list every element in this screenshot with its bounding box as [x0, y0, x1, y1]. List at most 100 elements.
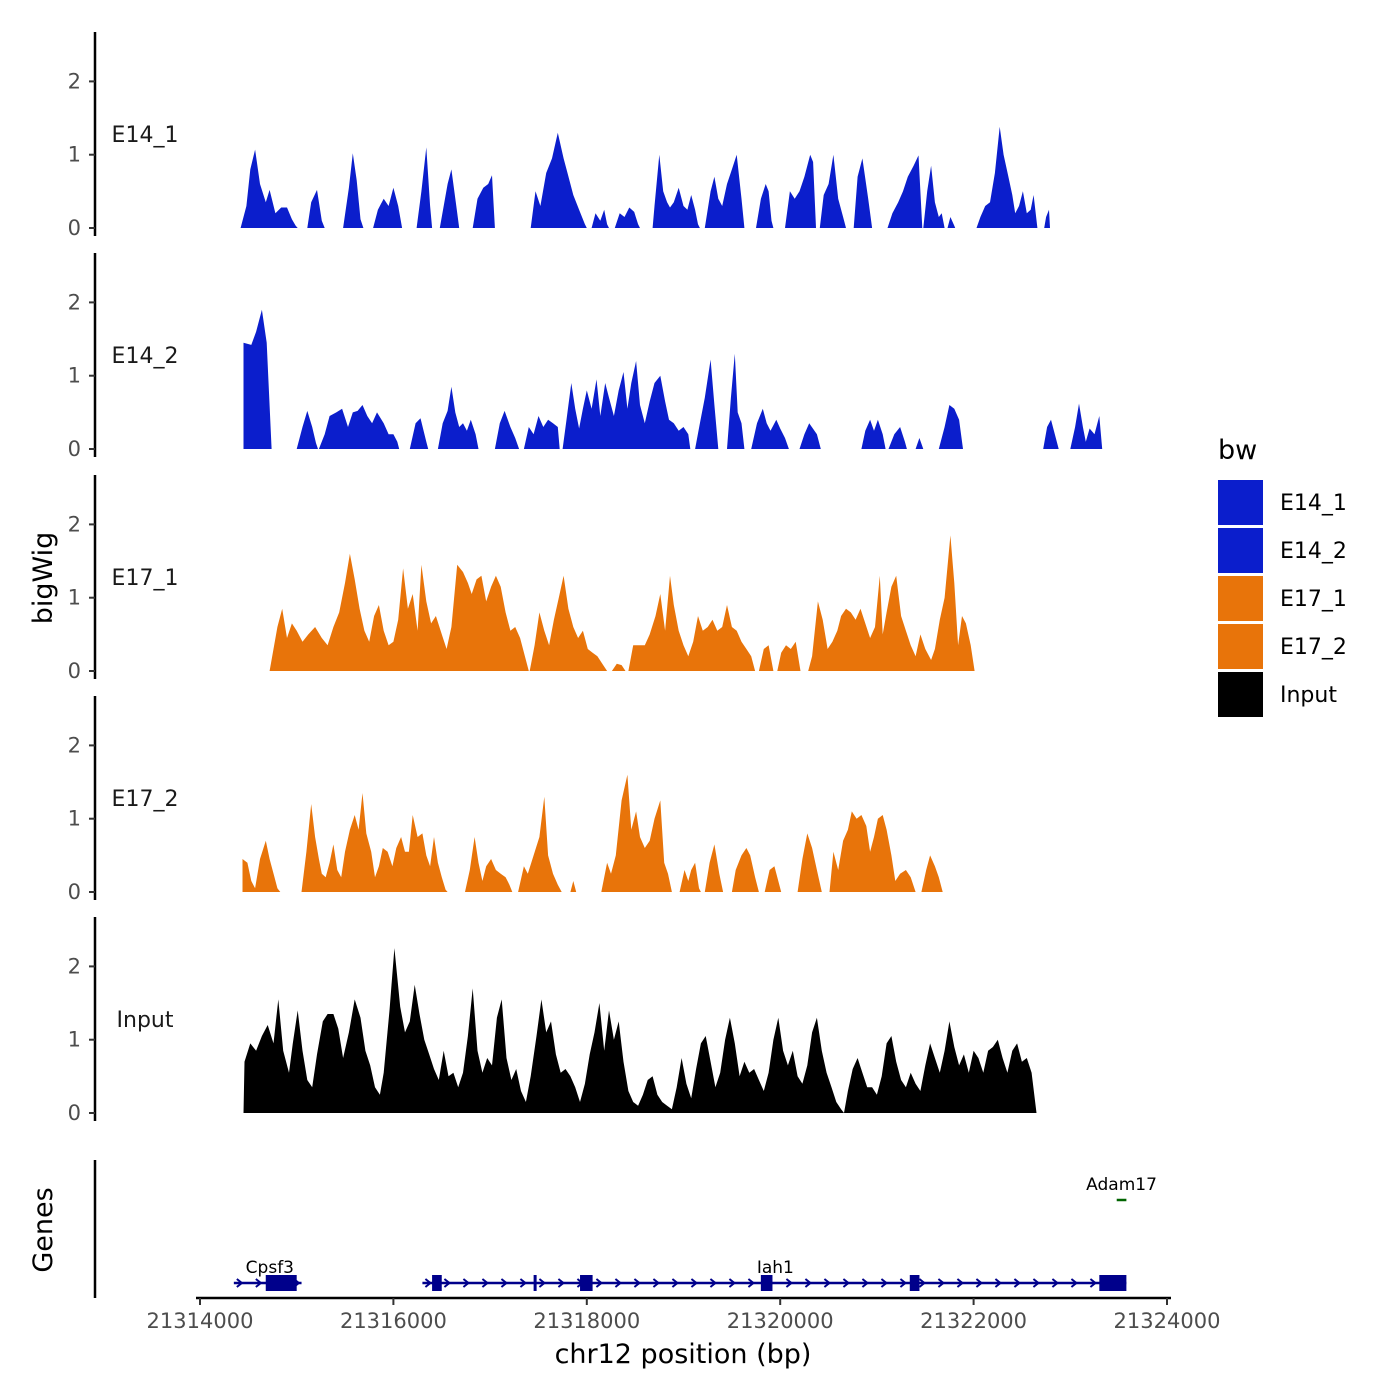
track-label: E17_1 [112, 566, 179, 591]
strand-chevron [462, 1278, 471, 1288]
y-tick-label: 0 [68, 880, 81, 904]
y-tick-label: 2 [68, 512, 81, 536]
track-e14-2: 0 1 2 E14_2 [68, 253, 1103, 461]
y-tick-label: 1 [68, 364, 81, 388]
y-axis-title: bigWig [28, 532, 59, 625]
legend: bw E14_1 E14_2 E17_1 E17_2 Input [1218, 435, 1347, 717]
strand-chevron [1051, 1278, 1060, 1288]
strand-chevron [861, 1278, 870, 1288]
legend-swatch [1218, 624, 1263, 669]
genes-axis-title: Genes [28, 1187, 59, 1272]
y-tick-label: 1 [68, 1028, 81, 1052]
strand-chevron [956, 1278, 965, 1288]
strand-chevron [899, 1278, 908, 1288]
legend-label: E14_2 [1280, 539, 1347, 564]
x-axis-title: chr12 position (bp) [555, 1339, 812, 1370]
coverage-area [243, 948, 1037, 1113]
legend-label: E17_1 [1280, 587, 1347, 612]
legend-swatch [1218, 528, 1263, 573]
x-tick-label: 21324000 [1114, 1309, 1221, 1333]
gene-label: Adam17 [1086, 1175, 1157, 1195]
strand-chevron [728, 1278, 737, 1288]
legend-entry: Input [1218, 672, 1337, 717]
y-tick-label: 2 [68, 290, 81, 314]
strand-chevron [519, 1278, 528, 1288]
legend-swatch [1218, 672, 1263, 717]
coverage-area [269, 535, 975, 671]
y-tick-label: 2 [68, 69, 81, 93]
track-label: E17_2 [112, 787, 179, 812]
x-tick-label: 21322000 [920, 1309, 1027, 1333]
strand-chevron [1089, 1278, 1098, 1288]
y-tick-label: 2 [68, 733, 81, 757]
legend-label: E14_1 [1280, 491, 1347, 516]
legend-title: bw [1218, 435, 1257, 466]
y-tick-label: 1 [68, 143, 81, 167]
strand-chevron [538, 1278, 547, 1288]
gene-label: Iah1 [757, 1258, 794, 1278]
y-tick-label: 0 [68, 659, 81, 683]
strand-chevron [747, 1278, 756, 1288]
strand-chevron [1013, 1278, 1022, 1288]
track-panels: 0 1 2 E14_1 0 1 2 E14_2 0 1 2 E17_1 0 1 2 E17_2 0 1 2 Input [68, 32, 1123, 1125]
legend-entry: E14_2 [1218, 528, 1347, 573]
strand-chevron [236, 1278, 244, 1288]
track-label: E14_2 [112, 344, 179, 369]
x-tick-label: 21316000 [340, 1309, 447, 1333]
track-e14-1: 0 1 2 E14_1 [68, 32, 1123, 240]
legend-label: Input [1280, 683, 1337, 708]
strand-chevron [614, 1278, 623, 1288]
legend-swatch [1218, 576, 1263, 621]
y-tick-label: 0 [68, 1101, 81, 1125]
gene-iah1: Iah1 [422, 1258, 1127, 1291]
exon [1099, 1275, 1127, 1291]
track-e17-2: 0 1 2 E17_2 [68, 696, 943, 904]
track-label: Input [117, 1008, 174, 1033]
y-tick-label: 0 [68, 437, 81, 461]
strand-chevron [500, 1278, 509, 1288]
gene-label: Cpsf3 [246, 1258, 294, 1278]
strand-chevron [557, 1278, 566, 1288]
strand-chevron [804, 1278, 813, 1288]
track-label: E14_1 [112, 123, 179, 148]
coverage-area [240, 126, 1123, 228]
x-tick-label: 21318000 [533, 1309, 640, 1333]
strand-chevron [671, 1278, 680, 1288]
strand-chevron [690, 1278, 699, 1288]
exon [909, 1275, 920, 1291]
strand-chevron [652, 1278, 661, 1288]
strand-chevron [255, 1278, 263, 1288]
x-axis: 21314000 21316000 21318000 21320000 21322000… [147, 1296, 1221, 1333]
genes-panel: Cpsf3 Iah1 Adam17 [93, 1160, 1157, 1298]
strand-chevron [994, 1278, 1003, 1288]
strand-chevron [1032, 1278, 1041, 1288]
strand-chevron [481, 1278, 490, 1288]
track-input: 0 1 2 Input [68, 917, 1037, 1125]
track-e17-1: 0 1 2 E17_1 [68, 475, 975, 683]
legend-entry: E17_1 [1218, 576, 1347, 621]
gene-adam17: Adam17 [1086, 1175, 1157, 1202]
x-tick-label: 21314000 [147, 1309, 254, 1333]
strand-chevron [880, 1278, 889, 1288]
gene-cpsf3: Cpsf3 [233, 1258, 302, 1291]
legend-swatch [1218, 480, 1263, 525]
exon [432, 1275, 442, 1291]
strand-chevron [633, 1278, 642, 1288]
legend-entry: E17_2 [1218, 624, 1347, 669]
strand-chevron [1070, 1278, 1079, 1288]
strand-chevron [823, 1278, 832, 1288]
strand-chevron [424, 1278, 433, 1288]
strand-chevron [443, 1278, 452, 1288]
exon [265, 1275, 297, 1291]
y-tick-label: 0 [68, 216, 81, 240]
x-tick-label: 21320000 [727, 1309, 834, 1333]
y-tick-label: 2 [68, 954, 81, 978]
y-tick-label: 1 [68, 586, 81, 610]
coverage-area [242, 774, 943, 892]
legend-entry: E14_1 [1218, 480, 1347, 525]
strand-chevron [918, 1278, 927, 1288]
strand-chevron [975, 1278, 984, 1288]
exon [580, 1275, 593, 1291]
strand-chevron [709, 1278, 718, 1288]
